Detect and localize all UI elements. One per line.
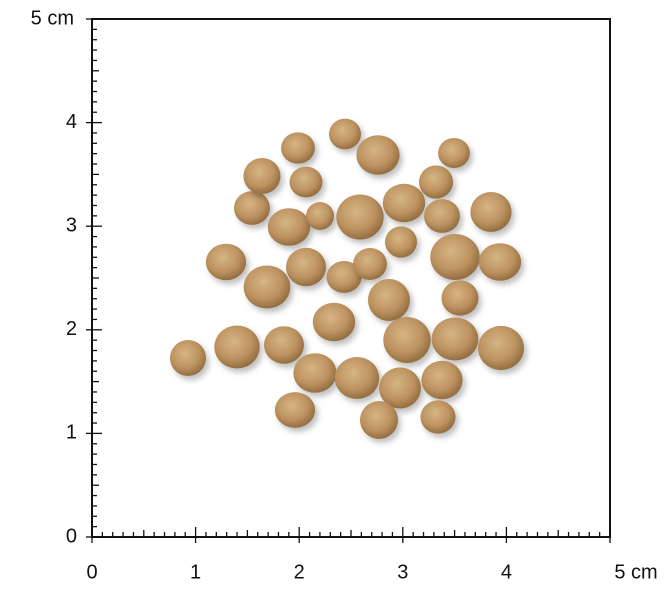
seed xyxy=(478,243,522,281)
seed xyxy=(205,243,247,281)
y-tick-label: 4 xyxy=(66,111,77,133)
seed xyxy=(382,183,426,223)
seed xyxy=(286,247,326,287)
seed xyxy=(360,401,398,439)
seed xyxy=(267,208,311,246)
seed xyxy=(289,166,323,198)
x-tick-label: 3 xyxy=(397,561,408,583)
seed xyxy=(420,400,456,434)
seed xyxy=(478,325,524,371)
seed xyxy=(243,158,281,194)
x-tick-label: 5 cm xyxy=(614,561,657,583)
seed xyxy=(383,317,431,363)
y-tick-label: 3 xyxy=(66,214,77,236)
seed xyxy=(368,279,410,321)
seed xyxy=(334,357,380,399)
y-tick-label: 1 xyxy=(66,422,77,444)
seed xyxy=(353,248,387,280)
seed xyxy=(438,138,470,168)
seed xyxy=(356,135,400,175)
seed xyxy=(312,302,356,342)
y-tick-label: 5 cm xyxy=(31,7,74,29)
seed xyxy=(336,194,384,240)
seed xyxy=(421,360,463,400)
seed xyxy=(243,265,291,309)
seed xyxy=(306,202,334,230)
seed xyxy=(430,233,480,281)
seed xyxy=(431,317,479,361)
x-tick-label: 0 xyxy=(86,561,97,583)
seed xyxy=(214,325,260,369)
x-tick-label: 2 xyxy=(294,561,305,583)
seed xyxy=(424,199,460,233)
x-tick-label: 4 xyxy=(501,561,512,583)
seed xyxy=(293,353,337,393)
seed xyxy=(379,367,421,409)
y-tick-label: 0 xyxy=(66,525,77,547)
seed xyxy=(274,392,316,428)
y-tick-label: 2 xyxy=(66,318,77,340)
seed xyxy=(419,165,453,199)
seed xyxy=(170,340,206,376)
seed xyxy=(385,226,417,258)
seed xyxy=(441,280,479,316)
seed xyxy=(234,191,270,225)
seed xyxy=(470,192,512,232)
seed xyxy=(264,326,304,364)
seeds xyxy=(170,118,524,439)
seed xyxy=(326,261,362,293)
x-tick-label: 1 xyxy=(190,561,201,583)
seed xyxy=(281,132,315,164)
scale-ticks xyxy=(86,18,611,543)
seed xyxy=(329,118,361,150)
